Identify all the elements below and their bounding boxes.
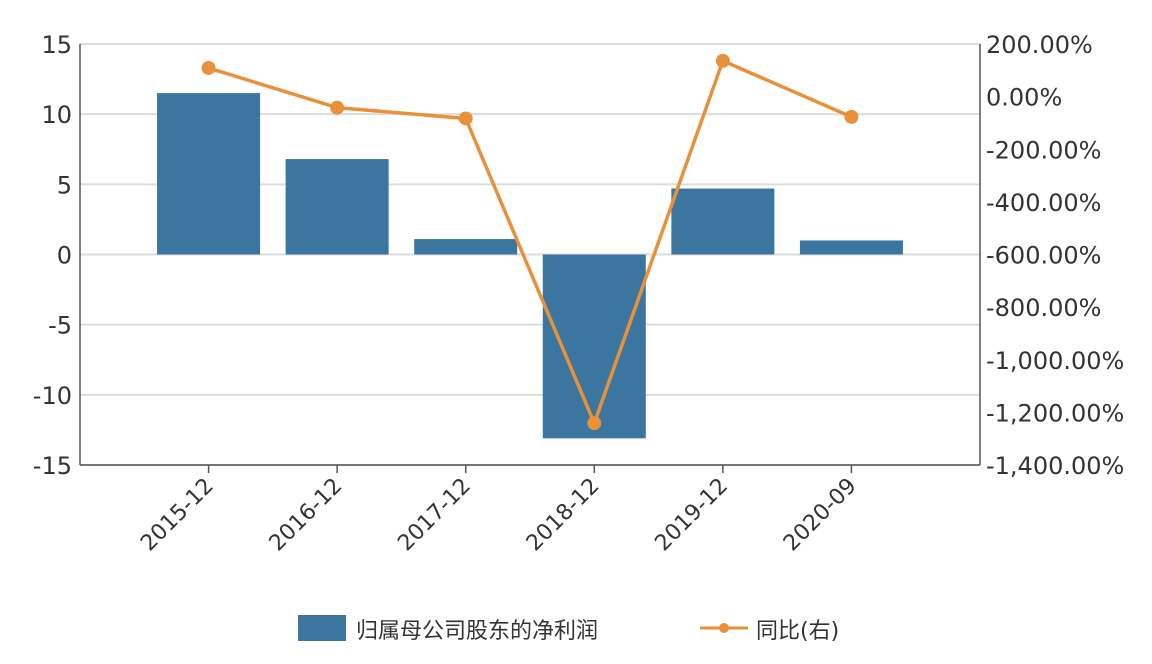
- right-tick-label: -1,400.00%: [986, 452, 1124, 480]
- right-tick-label: -200.00%: [986, 136, 1101, 164]
- right-tick-label: 0.00%: [986, 84, 1062, 112]
- right-tick-label: -600.00%: [986, 242, 1101, 270]
- right-tick-label: -1,000.00%: [986, 347, 1124, 375]
- x-tick-label: 2015-12: [136, 474, 219, 557]
- yoy-line: [208, 58, 853, 428]
- bar: [671, 188, 775, 255]
- bar: [414, 239, 518, 255]
- legend-bar-swatch: [298, 615, 346, 641]
- left-tick-label: 0: [57, 242, 72, 270]
- bar: [285, 159, 389, 255]
- bar: [542, 254, 646, 439]
- right-tick-label: -800.00%: [986, 294, 1101, 322]
- left-tick-label: -10: [33, 382, 72, 410]
- x-tick-label: 2018-12: [522, 474, 605, 557]
- yoy-point: [715, 53, 730, 68]
- right-tick-label: -400.00%: [986, 189, 1101, 217]
- legend-line-marker: [719, 623, 729, 633]
- bar: [157, 93, 261, 255]
- legend: 归属母公司股东的净利润 同比(右): [298, 615, 839, 644]
- x-tick-label: 2019-12: [650, 474, 733, 557]
- right-tick-label: 200.00%: [986, 31, 1093, 59]
- x-tick-label: 2020-09: [779, 474, 862, 557]
- left-tick-label: -5: [48, 312, 72, 340]
- legend-bar-label: 归属母公司股东的净利润: [356, 619, 598, 644]
- yoy-point: [587, 416, 602, 431]
- right-tick-label: -1,200.00%: [986, 399, 1124, 427]
- legend-line-label: 同比(右): [756, 619, 839, 644]
- yoy-point: [844, 109, 859, 124]
- yoy-point: [330, 100, 345, 115]
- left-tick-label: 15: [41, 31, 72, 59]
- yoy-point: [201, 60, 216, 75]
- bar-series: [157, 93, 903, 439]
- left-tick-label: 10: [41, 101, 72, 129]
- yoy-point: [458, 111, 473, 126]
- left-tick-label: -15: [33, 452, 72, 480]
- line-series: [201, 53, 859, 431]
- left-tick-label: 5: [57, 171, 72, 199]
- bar: [799, 240, 903, 255]
- x-tick-label: 2016-12: [265, 474, 348, 557]
- x-tick-label: 2017-12: [393, 474, 476, 557]
